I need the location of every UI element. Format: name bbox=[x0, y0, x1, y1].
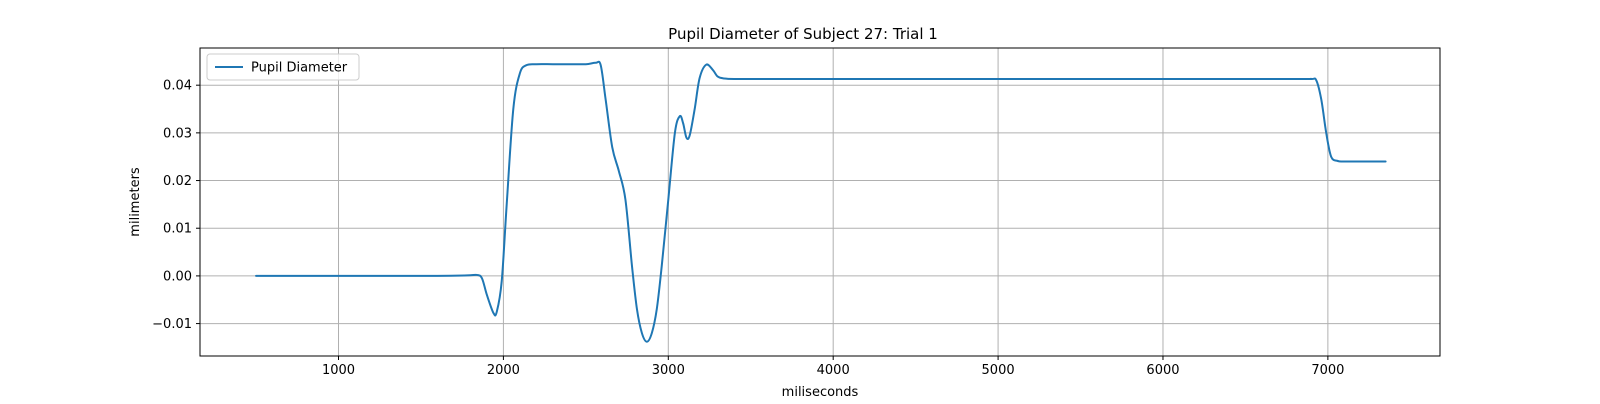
x-axis-label: miliseconds bbox=[782, 385, 859, 400]
x-tick-label: 7000 bbox=[1311, 363, 1344, 378]
y-axis-label: milimeters bbox=[128, 167, 143, 237]
y-axis: −0.01 0.00 0.01 0.02 0.03 0.04 bbox=[152, 79, 200, 332]
y-tick-label: 0.01 bbox=[163, 222, 192, 237]
series-line-pupil-diameter bbox=[255, 60, 1387, 343]
x-tick-label: 1000 bbox=[322, 363, 355, 378]
y-tick-label: 0.02 bbox=[163, 174, 192, 189]
chart-title: Pupil Diameter of Subject 27: Trial 1 bbox=[668, 25, 938, 43]
x-tick-label: 3000 bbox=[652, 363, 685, 378]
plot-area-frame bbox=[199, 47, 1441, 357]
legend-label: Pupil Diameter bbox=[251, 61, 348, 76]
y-tick-label: 0.03 bbox=[163, 126, 192, 141]
legend: Pupil Diameter bbox=[206, 53, 360, 81]
x-tick-label: 5000 bbox=[982, 363, 1015, 378]
x-tick-label: 4000 bbox=[817, 363, 850, 378]
grid-lines bbox=[200, 48, 1440, 356]
y-tick-label: −0.01 bbox=[152, 317, 192, 332]
x-tick-label: 6000 bbox=[1146, 363, 1179, 378]
y-tick-label: 0.00 bbox=[163, 269, 192, 284]
legend-box bbox=[206, 53, 360, 81]
y-tick-label: 0.04 bbox=[163, 79, 192, 94]
x-tick-label: 2000 bbox=[487, 363, 520, 378]
series-layer bbox=[255, 60, 1387, 343]
x-axis: 1000 2000 3000 4000 5000 6000 7000 bbox=[322, 356, 1344, 378]
